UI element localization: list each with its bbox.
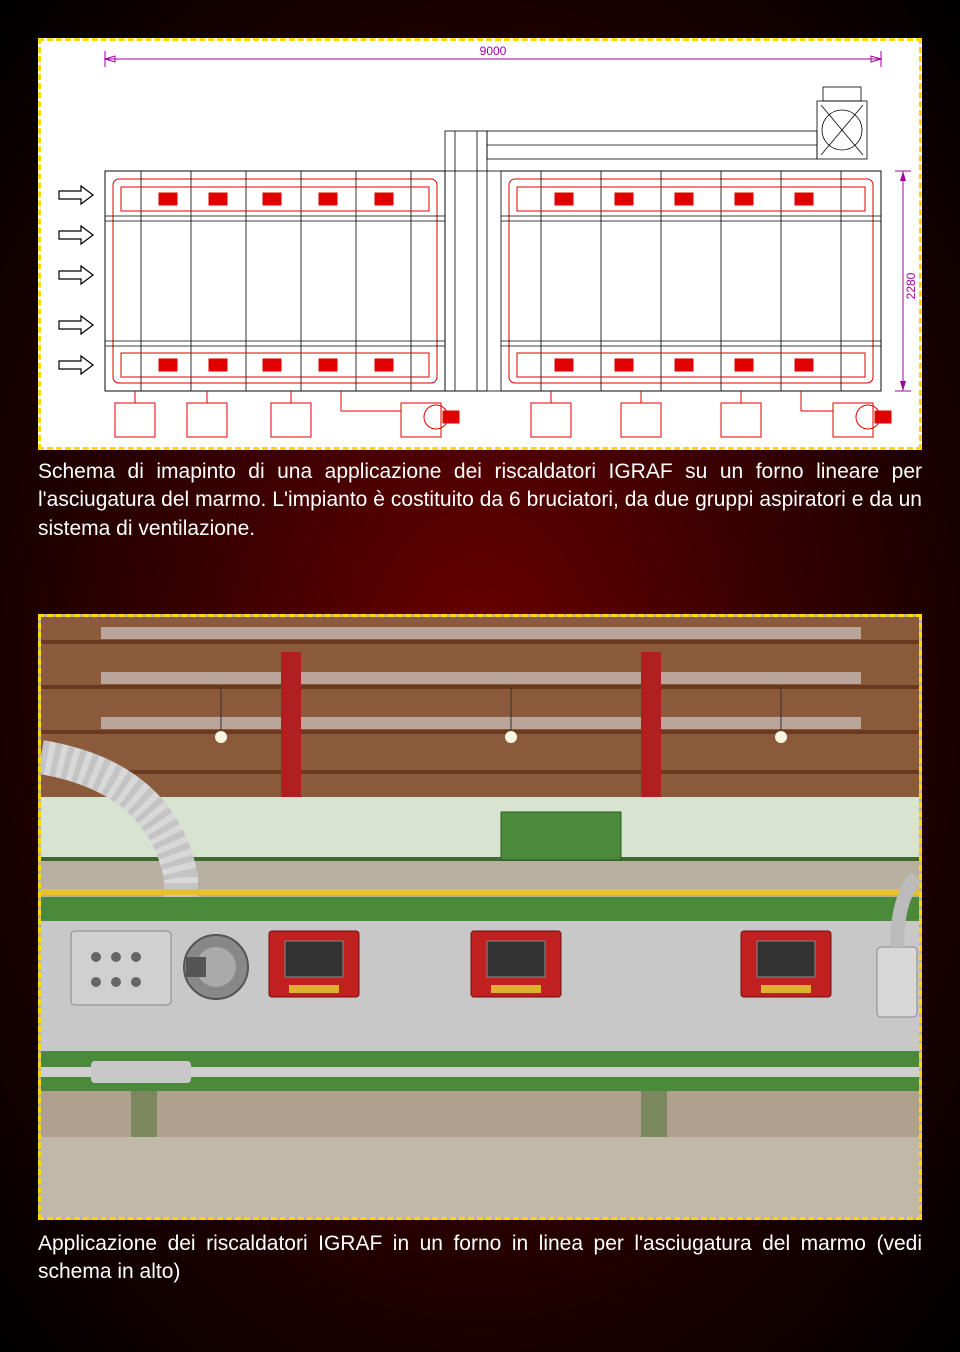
industrial-photo xyxy=(41,617,919,1217)
photo-caption: Applicazione dei riscaldatori IGRAF in u… xyxy=(38,1230,922,1287)
technical-diagram: 9000 2280 xyxy=(41,41,919,447)
diagram-caption: Schema di imapinto di una applicazione d… xyxy=(38,458,922,543)
control-boxes xyxy=(115,391,891,437)
diagram-figure: 9000 2280 xyxy=(38,38,922,450)
top-fan-unit xyxy=(817,87,867,159)
dim-height: 2280 xyxy=(904,272,918,299)
flow-arrows xyxy=(59,186,93,374)
photo-figure xyxy=(38,614,922,1220)
heater-units xyxy=(269,931,831,997)
dim-width: 9000 xyxy=(480,44,507,58)
